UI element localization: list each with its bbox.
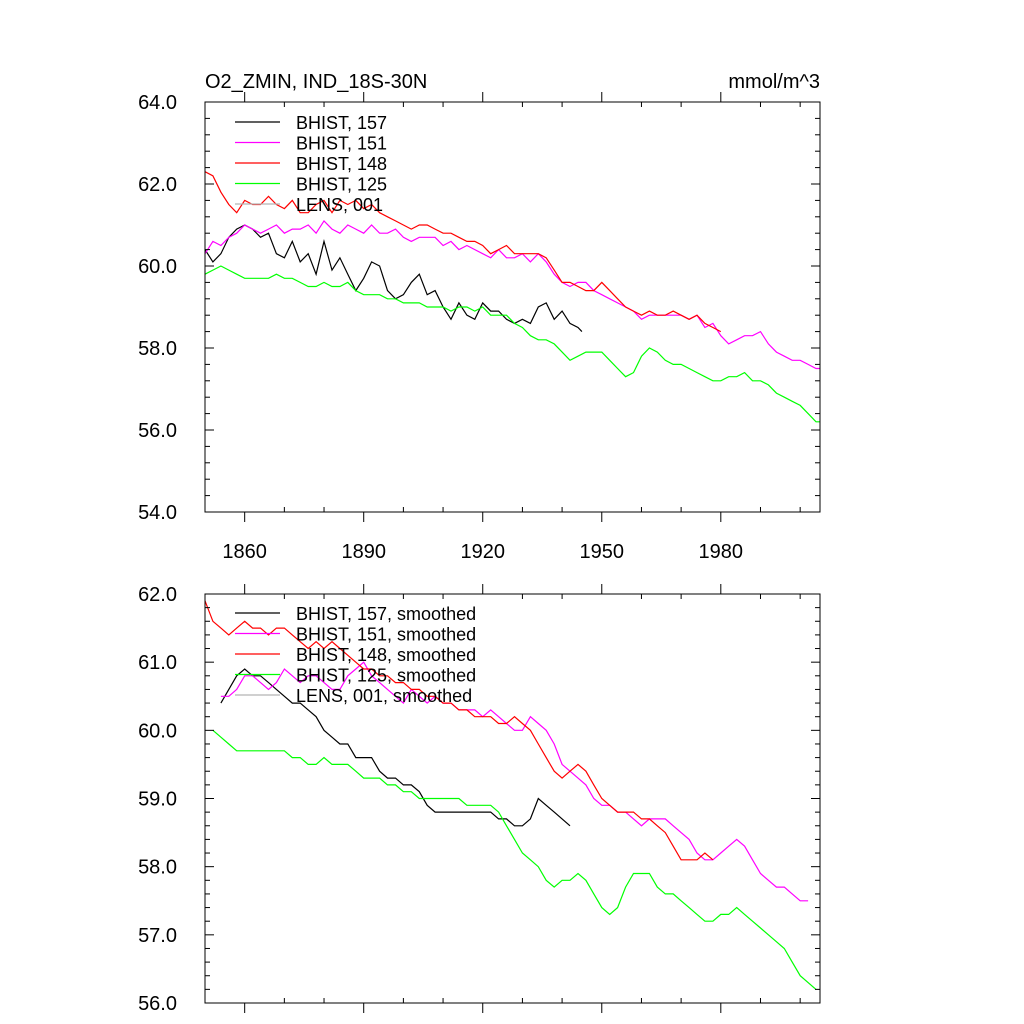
y-tick-label: 60.0 <box>138 720 177 742</box>
series-line-2 <box>204 171 722 333</box>
chart-title: O2_ZMIN, IND_18S-30N <box>205 71 427 93</box>
plot-frame <box>204 101 821 513</box>
x-tick-label: 1980 <box>699 541 744 563</box>
x-tick-label: 1890 <box>341 541 386 563</box>
y-tick-label: 58.0 <box>138 857 177 879</box>
series-line-3 <box>204 265 820 423</box>
legend-label: BHIST, 148 <box>296 154 387 174</box>
series-line-0 <box>220 668 571 827</box>
y-tick-label: 59.0 <box>138 789 177 811</box>
legend-label: LENS, 001 <box>296 195 383 215</box>
legend-label: BHIST, 125 <box>296 175 387 195</box>
y-tick-label: 64.0 <box>138 92 177 114</box>
series-line-1 <box>204 219 820 370</box>
y-tick-label: 56.0 <box>138 993 177 1015</box>
legend-label: BHIST, 148, smoothed <box>296 645 476 665</box>
series-line-1 <box>220 661 809 902</box>
legend-label: BHIST, 157 <box>296 113 387 133</box>
legend-label: BHIST, 151, smoothed <box>296 625 476 645</box>
legend-label: BHIST, 125, smoothed <box>296 666 476 686</box>
legend-label: LENS, 001, smoothed <box>296 686 472 706</box>
x-tick-label: 1860 <box>222 541 267 563</box>
bottom-chart: 56.0 57.0 58.0 59.0 60.0 61.0 62.0 BHIST, 157, … <box>138 584 821 1015</box>
legend-label: BHIST, 151 <box>296 134 387 154</box>
chart-units: mmol/m^3 <box>728 71 820 93</box>
series-line-2 <box>204 600 714 861</box>
y-tick-label: 57.0 <box>138 925 177 947</box>
y-tick-label: 54.0 <box>138 502 177 524</box>
y-tick-label: 61.0 <box>138 652 177 674</box>
series-line-3 <box>212 729 817 990</box>
x-tick-label: 1920 <box>460 541 505 563</box>
y-tick-label: 62.0 <box>138 584 177 606</box>
y-tick-label: 56.0 <box>138 420 177 442</box>
y-tick-label: 62.0 <box>138 174 177 196</box>
y-tick-label: 60.0 <box>138 256 177 278</box>
x-tick-label: 1950 <box>580 541 625 563</box>
legend-label: BHIST, 157, smoothed <box>296 604 476 624</box>
y-tick-label: 58.0 <box>138 338 177 360</box>
top-chart: O2_ZMIN, IND_18S-30N mmol/m^3 54.0 56.0 58… <box>138 71 821 563</box>
